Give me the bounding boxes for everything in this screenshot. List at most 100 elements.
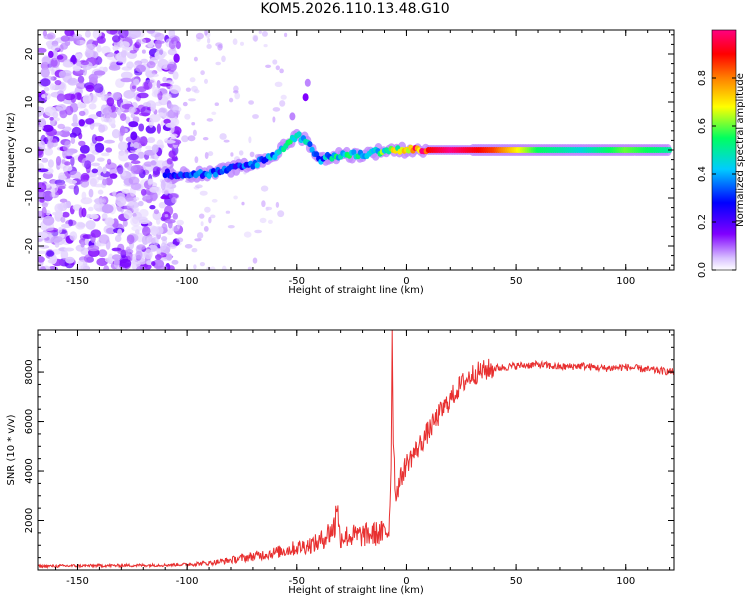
noise-speckle <box>132 206 140 214</box>
noise-speckle <box>132 212 137 218</box>
signal-harmonic <box>289 112 296 121</box>
noise-speckle <box>202 137 209 141</box>
noise-speckle <box>138 209 149 218</box>
noise-speckle <box>145 79 155 84</box>
noise-speckle <box>132 116 140 123</box>
snr-x-tick-label: 100 <box>616 576 635 587</box>
spectrogram-x-tick-label: 0 <box>403 276 409 287</box>
noise-speckle <box>88 188 94 198</box>
noise-speckle <box>157 58 169 69</box>
noise-speckle <box>221 265 227 270</box>
noise-speckle <box>62 126 72 132</box>
noise-speckle <box>39 197 45 203</box>
noise-speckle <box>100 112 106 122</box>
noise-speckle <box>105 162 117 170</box>
colorbar-tick-label: 0.4 <box>697 166 708 182</box>
noise-speckle <box>195 32 204 40</box>
noise-speckle <box>69 231 78 241</box>
noise-speckle <box>63 93 76 101</box>
noise-speckle <box>160 195 170 200</box>
noise-speckle <box>165 111 174 118</box>
noise-speckle <box>187 135 196 142</box>
noise-speckle <box>166 158 173 165</box>
noise-speckle <box>133 196 140 201</box>
noise-speckle <box>105 147 113 153</box>
noise-speckle <box>136 232 144 243</box>
noise-speckle <box>60 216 66 223</box>
noise-speckle <box>146 61 156 69</box>
noise-speckle <box>135 64 146 73</box>
noise-speckle <box>91 162 101 167</box>
colorbar-tick-label: 0.6 <box>697 118 708 134</box>
noise-speckle <box>111 92 122 101</box>
noise-speckle <box>259 217 267 224</box>
noise-speckle <box>207 37 211 44</box>
noise-speckle <box>84 30 91 38</box>
noise-speckle <box>101 45 111 55</box>
noise-speckle <box>167 265 175 270</box>
noise-speckle <box>241 201 245 206</box>
noise-speckle <box>38 256 45 263</box>
noise-speckle <box>51 235 63 243</box>
noise-speckle <box>111 129 121 139</box>
noise-speckle <box>106 97 115 107</box>
noise-speckle <box>261 31 268 37</box>
snr-x-tick-label: -100 <box>176 576 199 587</box>
noise-speckle <box>167 103 174 110</box>
noise-speckle <box>82 94 92 105</box>
snr-y-axis-label: SNR (10 * v/v) <box>6 414 17 485</box>
noise-speckle <box>70 136 76 145</box>
noise-speckle <box>75 53 83 60</box>
snr-y-tick-label: 2000 <box>24 508 35 533</box>
noise-speckle <box>173 53 180 63</box>
noise-speckle <box>93 203 101 211</box>
noise-speckle <box>131 225 143 232</box>
noise-speckle <box>42 215 55 226</box>
noise-speckle <box>207 151 214 157</box>
noise-speckle <box>272 107 281 112</box>
noise-speckle <box>125 116 131 125</box>
noise-speckle <box>94 142 105 153</box>
noise-speckle <box>77 259 87 267</box>
noise-speckle <box>192 129 197 137</box>
noise-speckle <box>42 124 54 132</box>
noise-speckle <box>65 256 75 264</box>
noise-speckle <box>40 265 46 270</box>
noise-speckle <box>162 76 168 83</box>
noise-speckle <box>252 114 259 119</box>
noise-speckle <box>48 50 54 59</box>
noise-speckle <box>129 30 142 39</box>
noise-speckle <box>52 50 58 58</box>
noise-speckle <box>49 57 60 68</box>
noise-speckle <box>252 257 258 264</box>
noise-speckle <box>38 47 47 53</box>
noise-speckle <box>152 166 161 176</box>
noise-speckle <box>43 87 50 92</box>
noise-speckle <box>91 134 98 144</box>
noise-speckle <box>120 71 133 80</box>
noise-speckle <box>104 217 115 226</box>
noise-speckle <box>164 190 169 196</box>
chart-title: KOM5.2026.110.13.48.G10 <box>260 1 450 17</box>
spectrogram-x-tick-label: -100 <box>176 276 199 287</box>
noise-speckle <box>47 141 54 149</box>
noise-speckle <box>62 211 70 218</box>
noise-speckle <box>132 216 139 225</box>
noise-speckle <box>247 266 252 270</box>
noise-speckle <box>258 30 262 34</box>
snr-x-axis-label: Height of straight line (km) <box>288 585 424 596</box>
noise-speckle <box>152 87 161 95</box>
noise-speckle <box>150 191 158 202</box>
noise-speckle <box>79 144 90 154</box>
noise-speckle <box>173 41 177 45</box>
noise-speckle <box>70 156 75 167</box>
noise-speckle <box>171 196 178 204</box>
noise-speckle <box>76 39 81 45</box>
noise-speckle <box>69 171 82 179</box>
noise-speckle <box>93 83 104 94</box>
noise-speckle <box>156 248 162 254</box>
noise-speckle <box>160 179 166 191</box>
noise-speckle <box>104 139 115 144</box>
noise-speckle <box>47 159 54 168</box>
